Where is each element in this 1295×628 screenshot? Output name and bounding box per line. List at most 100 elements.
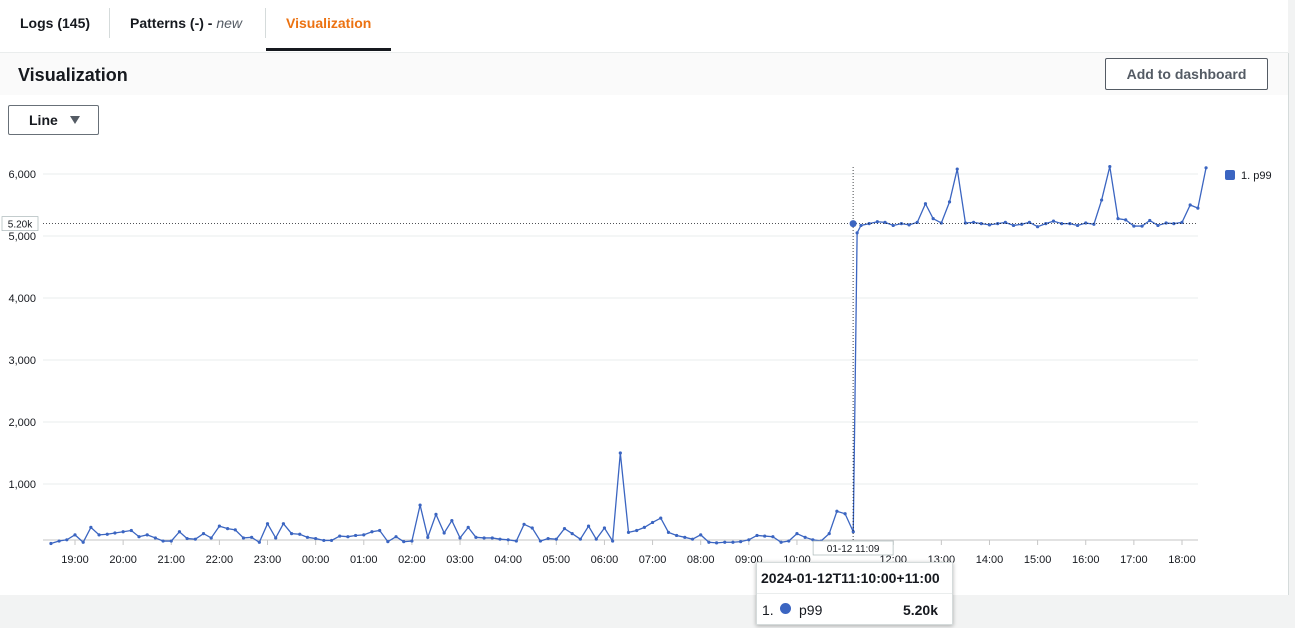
series-point: [602, 526, 607, 530]
chart-type-select-value: Line: [29, 112, 58, 128]
series-point: [562, 527, 567, 531]
crosshair-y-label-box: [1, 216, 39, 231]
panel-header: Visualization Add to dashboard: [0, 53, 1288, 95]
series-point: [851, 530, 855, 534]
series-point: [891, 223, 895, 228]
series-point: [755, 533, 759, 538]
tooltip-series-name: p99: [799, 602, 823, 618]
tab-patterns[interactable]: Patterns (-) - new: [110, 0, 262, 48]
series-point: [723, 540, 727, 544]
series-point: [795, 532, 799, 536]
series-point: [458, 536, 462, 540]
series-point: [442, 531, 446, 535]
series-point: [955, 167, 959, 171]
chart-tooltip: 2024-01-12T11:10:00+11:00 1. p99 5.20k: [756, 562, 953, 625]
series-point: [250, 535, 254, 539]
series-point: [1180, 220, 1184, 224]
series-point: [659, 516, 663, 520]
series-point: [185, 536, 189, 541]
chart-type-select[interactable]: Line: [8, 105, 99, 135]
series-point: [129, 528, 133, 533]
series-point: [1027, 220, 1032, 224]
series-point: [314, 536, 318, 541]
caret-down-icon: [70, 116, 80, 124]
crosshair-x-label-box: [812, 540, 894, 556]
series-point: [855, 231, 859, 235]
x-tick-label: 01:00: [350, 554, 378, 566]
x-tick-label: 03:00: [446, 554, 474, 566]
tab-visualization-label: Visualization: [286, 15, 372, 31]
tab-logs-label: Logs (145): [20, 15, 91, 31]
series-point: [121, 530, 125, 534]
series-point: [354, 533, 358, 538]
series-point: [1108, 164, 1112, 169]
chart-legend[interactable]: 1. p99: [1225, 170, 1272, 182]
series-point: [1204, 166, 1208, 170]
series-point: [1020, 222, 1024, 226]
series-point: [859, 223, 863, 228]
series-point: [731, 540, 735, 544]
x-tick-label: 18:00: [1168, 554, 1196, 566]
series-point: [169, 539, 173, 543]
series-point: [201, 532, 206, 536]
series-point: [747, 538, 751, 542]
series-point: [1156, 223, 1160, 228]
tab-bar: Logs (145) Patterns (-) - new Visualizat…: [0, 0, 1288, 53]
crosshair-point: [849, 220, 857, 228]
series-point: [1100, 198, 1104, 202]
series-point: [1124, 218, 1128, 222]
series-point: [105, 532, 109, 536]
series-point: [57, 539, 61, 543]
chart-grid: [43, 173, 1198, 541]
series-point: [177, 530, 182, 534]
series-point: [578, 537, 582, 541]
series-point: [1092, 222, 1096, 226]
series-point: [611, 539, 615, 543]
visualization-panel: Visualization Add to dashboard Line: [0, 53, 1289, 595]
series-point: [1036, 225, 1040, 229]
series-point: [771, 535, 775, 539]
series-point: [1003, 220, 1007, 224]
y-axis: 1,000 2,000 3,000 4,000 5,000 6,000: [8, 169, 36, 491]
series-point: [875, 220, 879, 224]
series-point: [241, 536, 246, 540]
tooltip-series-value: 5.20k: [902, 602, 938, 618]
tab-visualization[interactable]: Visualization: [266, 0, 391, 48]
x-tick-label: 23:00: [254, 554, 282, 566]
x-tick-label: 09:00: [735, 554, 763, 566]
series-point: [89, 525, 93, 530]
tab-divider: [109, 8, 110, 38]
series-point: [538, 539, 543, 543]
series-point: [49, 541, 53, 546]
series-point: [65, 538, 69, 542]
series-point: [289, 532, 294, 536]
series-point: [153, 536, 157, 540]
series-point: [666, 530, 671, 534]
x-tick-label: 06:00: [591, 554, 619, 566]
series-point: [466, 525, 470, 530]
series-point: [1140, 224, 1144, 228]
series-point: [402, 540, 406, 544]
x-tick-label: 04:00: [494, 554, 522, 566]
y-tick-label: 1,000: [8, 479, 36, 491]
series-point: [594, 537, 598, 541]
series-line-p99: [50, 166, 1207, 545]
series-point: [650, 520, 655, 525]
tooltip-series-index: 1.: [762, 602, 774, 618]
x-tick-label: 17:00: [1120, 554, 1148, 566]
series-point: [923, 202, 928, 206]
tab-logs[interactable]: Logs (145): [0, 0, 110, 48]
add-to-dashboard-button[interactable]: Add to dashboard: [1105, 58, 1268, 90]
series-point: [635, 528, 639, 533]
series-point: [987, 223, 992, 227]
series-point: [97, 533, 101, 537]
series-point: [827, 532, 831, 536]
series-point: [217, 524, 221, 528]
x-tick-label: 20:00: [109, 554, 137, 566]
series-point: [1148, 218, 1152, 223]
series-point: [1084, 221, 1088, 225]
x-tick-label: 05:00: [543, 554, 571, 566]
series-point: [498, 537, 502, 541]
series-point: [1051, 219, 1056, 223]
